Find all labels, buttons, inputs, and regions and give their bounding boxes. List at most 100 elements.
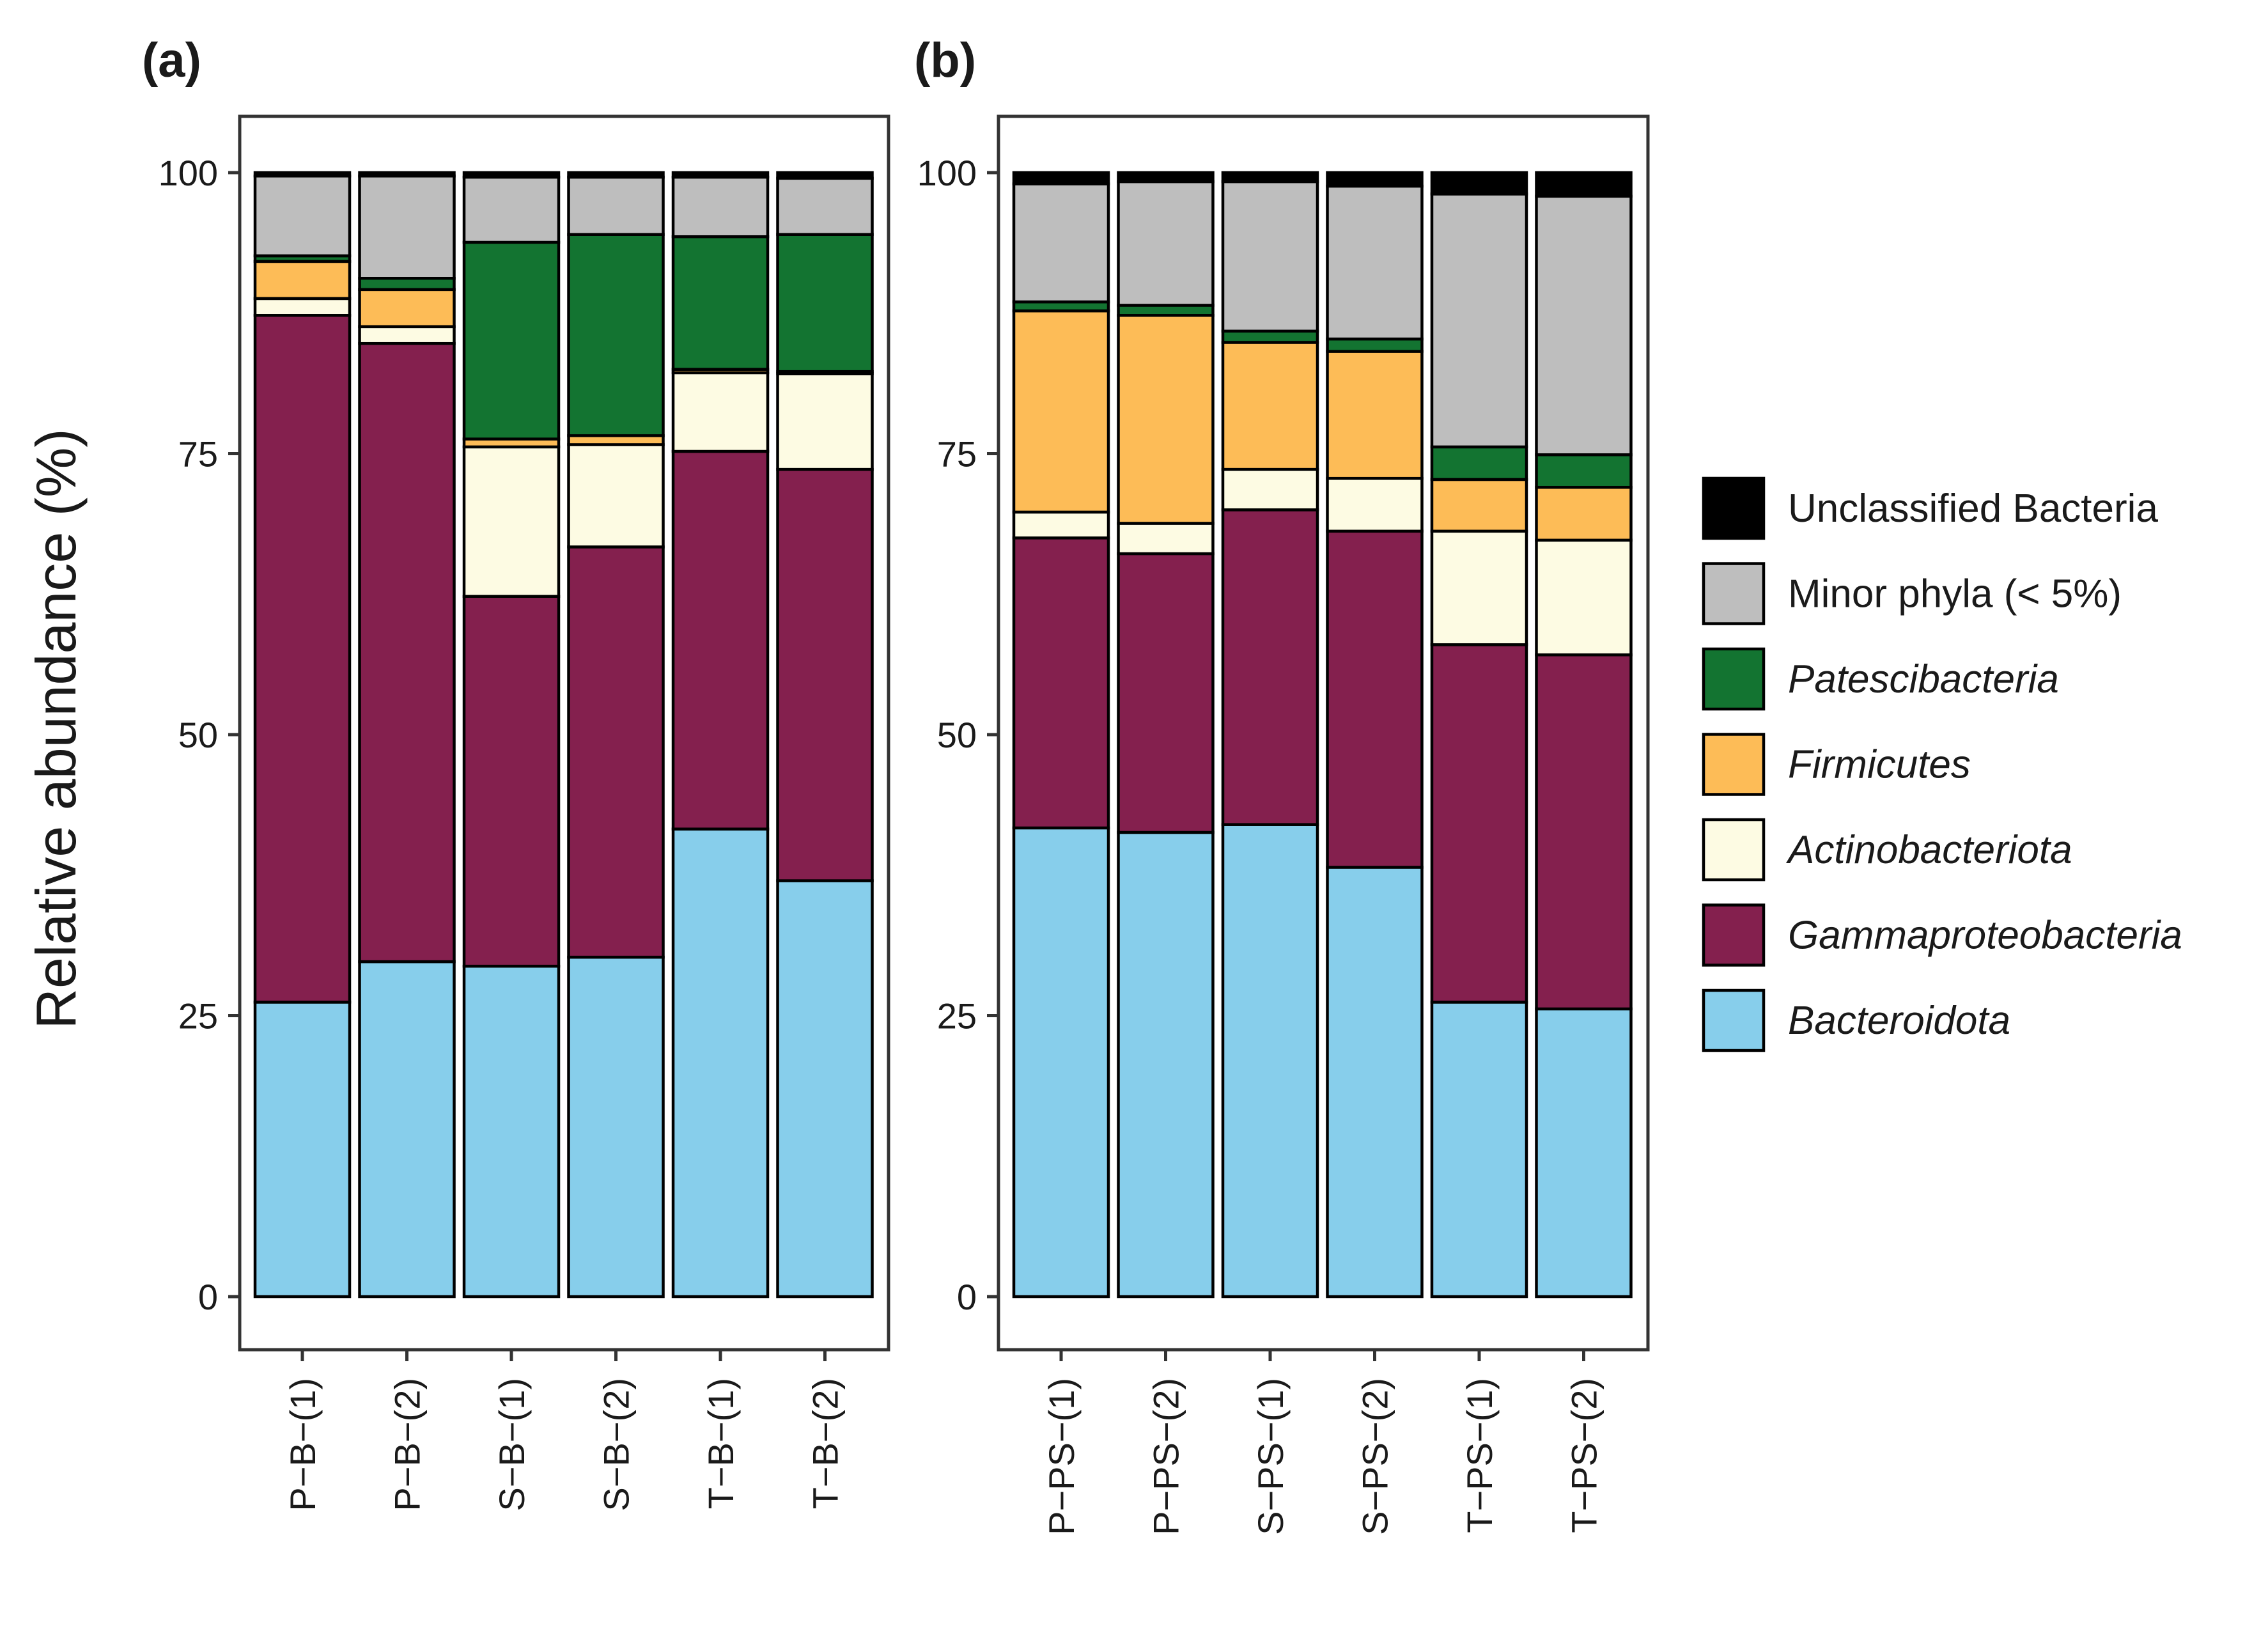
legend-label: Bacteroidota — [1788, 999, 2010, 1043]
bar-segment-actinobacteriota — [776, 372, 874, 471]
bar-segment-unclassified — [253, 171, 352, 178]
bar-b-5 — [1430, 171, 1528, 1299]
bar-segment-minor — [358, 175, 456, 280]
bar-segment-patescibacteria — [671, 235, 770, 371]
bar-segment-gammaproteobacteria — [1430, 643, 1528, 1004]
bar-segment-minor — [1221, 180, 1319, 333]
legend-item-patescibacteria: Patescibacteria — [1702, 647, 2059, 711]
legend-label: Gammaproteobacteria — [1788, 914, 2182, 958]
y-tick-label: 0 — [957, 1277, 977, 1317]
bar-b-6 — [1535, 171, 1633, 1299]
legend-swatch — [1702, 647, 1766, 711]
bar-segment-minor — [462, 175, 561, 244]
bar-segment-bacteroidota — [253, 1001, 352, 1299]
legend-swatch — [1702, 476, 1766, 540]
legend-item-firmicutes: Firmicutes — [1702, 733, 1971, 796]
legend-swatch — [1702, 818, 1766, 882]
bar-segment-actinobacteriota — [1221, 467, 1319, 511]
bar-segment-patescibacteria — [776, 233, 874, 373]
bar-segment-actinobacteriota — [358, 325, 456, 345]
y-tick-label: 50 — [178, 715, 218, 755]
bar-segment-firmicutes — [1535, 485, 1633, 542]
bar-a-2 — [358, 171, 456, 1299]
bar-segment-gammaproteobacteria — [358, 341, 456, 964]
bar-segment-minor — [1430, 192, 1528, 449]
legend-label: Patescibacteria — [1788, 657, 2059, 701]
bar-segment-gammaproteobacteria — [462, 595, 561, 968]
x-tick-label: T−PS−(1) — [1459, 1378, 1500, 1533]
x-tick-label: P−B−(1) — [283, 1378, 323, 1511]
x-tick-label: T−B−(2) — [805, 1378, 846, 1509]
y-tick-label: 50 — [937, 715, 977, 755]
bar-segment-unclassified — [671, 171, 770, 179]
legend-item-actinobacteriota: Actinobacteriota — [1702, 818, 2072, 882]
y-axis-label: Relative abundance (%) — [24, 428, 88, 1029]
bar-segment-actinobacteriota — [1012, 510, 1110, 540]
bar-segment-patescibacteria — [462, 240, 561, 441]
bar-a-5 — [671, 171, 770, 1299]
bar-segment-bacteroidota — [462, 964, 561, 1299]
bar-segment-unclassified — [1535, 171, 1633, 198]
bar-segment-bacteroidota — [671, 827, 770, 1299]
x-tick-label: P−PS−(1) — [1041, 1378, 1082, 1535]
legend-label: Unclassified Bacteria — [1788, 487, 2158, 531]
bar-segment-gammaproteobacteria — [1221, 508, 1319, 826]
x-tick-label: T−PS−(2) — [1564, 1378, 1604, 1533]
x-tick-label: S−PS−(1) — [1250, 1378, 1291, 1535]
bar-segment-unclassified — [567, 171, 665, 179]
legend-item-minor: Minor phyla (< 5%) — [1702, 562, 2122, 625]
y-tick-label: 75 — [178, 434, 218, 474]
bar-segment-actinobacteriota — [567, 443, 665, 549]
bar-segment-unclassified — [1326, 171, 1424, 188]
panel-b-title: (b) — [914, 33, 976, 88]
bar-segment-bacteroidota — [1012, 826, 1110, 1299]
bar-segment-minor — [253, 175, 352, 258]
y-tick-label: 100 — [917, 153, 977, 193]
bar-segment-bacteroidota — [358, 960, 456, 1299]
bar-segment-bacteroidota — [1221, 823, 1319, 1299]
panel-b: (b) 0 25 50 75 100 P−PS−(1) P−PS−(2) S−PS−(1) S−P… — [914, 33, 1650, 1535]
bar-segment-gammaproteobacteria — [1012, 536, 1110, 830]
bar-segment-gammaproteobacteria — [671, 449, 770, 831]
bar-segment-unclassified — [1117, 171, 1215, 183]
legend-swatch — [1702, 903, 1766, 967]
x-tick-label: P−B−(2) — [387, 1378, 428, 1511]
bar-a-3 — [462, 171, 561, 1299]
x-tick-label: S−B−(2) — [596, 1378, 637, 1511]
panel-a-title: (a) — [142, 33, 201, 88]
bar-segment-minor — [671, 175, 770, 238]
bar-segment-firmicutes — [1326, 350, 1424, 480]
bar-segment-firmicutes — [1221, 341, 1319, 471]
bar-segment-bacteroidota — [567, 955, 665, 1299]
legend-swatch — [1702, 988, 1766, 1052]
bar-segment-bacteroidota — [1535, 1007, 1633, 1299]
bar-a-4 — [567, 171, 665, 1299]
bar-a-6 — [776, 171, 874, 1299]
bar-segment-actinobacteriota — [1326, 476, 1424, 533]
bar-segment-unclassified — [358, 171, 456, 178]
legend-label: Minor phyla (< 5%) — [1788, 572, 2122, 616]
bar-segment-unclassified — [1221, 171, 1319, 183]
bar-segment-unclassified — [462, 171, 561, 179]
x-tick-label: T−B−(1) — [701, 1378, 741, 1509]
y-tick-label: 25 — [178, 996, 218, 1036]
bar-segment-patescibacteria — [1430, 445, 1528, 481]
x-tick-label: S−PS−(2) — [1355, 1378, 1395, 1535]
bar-segment-gammaproteobacteria — [1117, 552, 1215, 834]
y-tick-label: 0 — [198, 1277, 218, 1317]
bar-segment-actinobacteriota — [253, 297, 352, 317]
bar-segment-gammaproteobacteria — [776, 467, 874, 882]
bar-a-1 — [253, 171, 352, 1299]
bar-segment-unclassified — [1430, 171, 1528, 196]
legend-label: Actinobacteriota — [1785, 828, 2072, 872]
bar-segment-minor — [1535, 194, 1633, 457]
bar-segment-minor — [1326, 184, 1424, 341]
bar-b-4 — [1326, 171, 1424, 1299]
bar-segment-firmicutes — [358, 288, 456, 329]
bar-segment-gammaproteobacteria — [253, 314, 352, 1004]
bar-segment-gammaproteobacteria — [1535, 653, 1633, 1011]
legend-item-unclassified: Unclassified Bacteria — [1702, 476, 2158, 540]
bar-segment-bacteroidota — [1117, 831, 1215, 1299]
bar-segment-patescibacteria — [567, 233, 665, 437]
